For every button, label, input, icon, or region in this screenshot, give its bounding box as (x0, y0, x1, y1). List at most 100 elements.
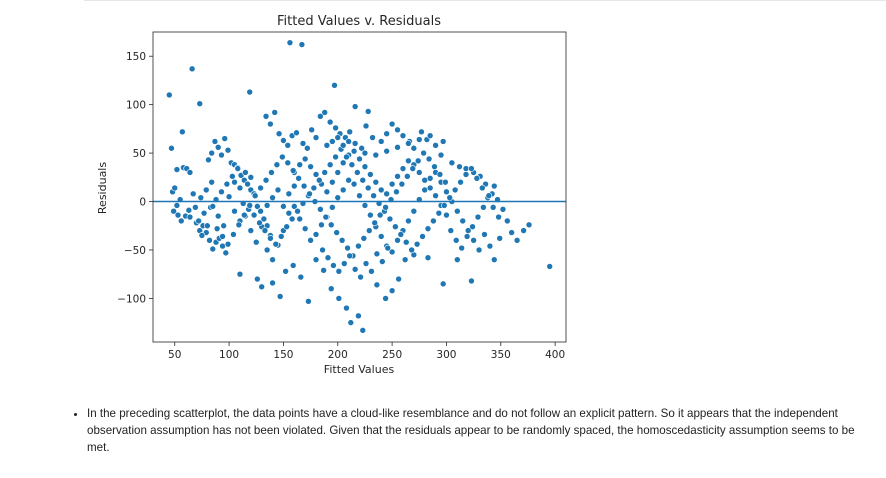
data-point (399, 132, 407, 139)
data-point (276, 293, 284, 300)
data-point (340, 260, 348, 267)
data-point (268, 169, 275, 176)
data-point (298, 41, 306, 48)
data-point (279, 153, 286, 161)
data-point (520, 227, 527, 234)
data-point (290, 182, 298, 190)
data-point (454, 207, 461, 215)
data-point (332, 124, 339, 132)
data-point (475, 246, 483, 254)
data-point (377, 186, 385, 194)
data-point (315, 176, 323, 184)
data-point (504, 217, 511, 225)
data-point (250, 211, 258, 219)
data-point (196, 100, 204, 107)
data-point (343, 304, 350, 312)
data-point (310, 184, 318, 192)
data-point (189, 190, 197, 198)
data-point (280, 137, 287, 144)
data-point (463, 233, 471, 240)
data-point (393, 188, 400, 196)
data-point (293, 129, 300, 137)
data-point (362, 122, 370, 130)
data-point (329, 178, 336, 186)
data-point (462, 171, 470, 178)
data-point (371, 219, 379, 227)
data-point (170, 207, 177, 215)
plot-frame (152, 31, 567, 343)
data-point (320, 267, 327, 274)
data-point (290, 203, 298, 210)
data-point (288, 215, 296, 223)
data-point (220, 222, 227, 230)
data-point (348, 161, 356, 169)
data-point (296, 161, 304, 169)
data-point (335, 295, 343, 302)
data-point (419, 233, 426, 240)
data-point (301, 155, 309, 163)
data-point (394, 236, 401, 244)
data-point (468, 165, 475, 172)
data-point (344, 244, 351, 252)
data-point (211, 138, 219, 145)
data-point (473, 174, 481, 182)
data-point (431, 163, 438, 170)
data-point (474, 213, 482, 221)
data-point (418, 128, 425, 136)
data-point (209, 245, 217, 253)
data-point (377, 138, 385, 145)
data-point (452, 236, 460, 244)
data-point (323, 188, 331, 196)
data-point (334, 194, 342, 201)
data-point (299, 140, 307, 147)
data-point (186, 169, 194, 176)
data-point (415, 169, 423, 176)
data-point (179, 128, 186, 136)
data-point (254, 203, 261, 210)
data-point (481, 231, 488, 238)
data-point (185, 206, 193, 214)
data-point (408, 246, 415, 254)
data-point (345, 176, 352, 184)
data-point (351, 266, 359, 273)
y-tick-label: −50 (124, 245, 146, 257)
data-point (367, 171, 374, 178)
data-point (231, 178, 238, 186)
data-point (214, 212, 222, 220)
data-point (171, 184, 179, 192)
data-point (388, 180, 396, 188)
data-point (447, 227, 455, 234)
data-point (377, 233, 385, 240)
data-point (256, 219, 263, 227)
data-point (405, 217, 412, 225)
data-point (206, 236, 213, 244)
data-point (499, 205, 507, 213)
data-point (269, 256, 276, 263)
data-point (410, 144, 418, 152)
data-point (362, 260, 370, 267)
data-point (440, 202, 448, 209)
data-point (300, 182, 308, 190)
data-point (236, 184, 244, 192)
data-point (357, 273, 364, 281)
data-point (405, 157, 412, 165)
data-point (209, 203, 217, 210)
data-point (351, 103, 359, 110)
data-point (443, 188, 450, 196)
data-point (289, 167, 297, 174)
data-point (269, 194, 276, 201)
data-point (439, 280, 447, 288)
data-point (382, 295, 389, 302)
data-point (277, 233, 285, 240)
data-point (263, 202, 271, 209)
data-point (347, 319, 355, 326)
data-point (430, 217, 437, 225)
data-point (376, 211, 384, 219)
data-point (317, 112, 324, 120)
data-point (327, 221, 335, 229)
data-point (338, 236, 346, 244)
data-point (356, 155, 363, 163)
data-point (365, 227, 373, 234)
data-point (208, 149, 215, 157)
data-point (257, 207, 264, 215)
